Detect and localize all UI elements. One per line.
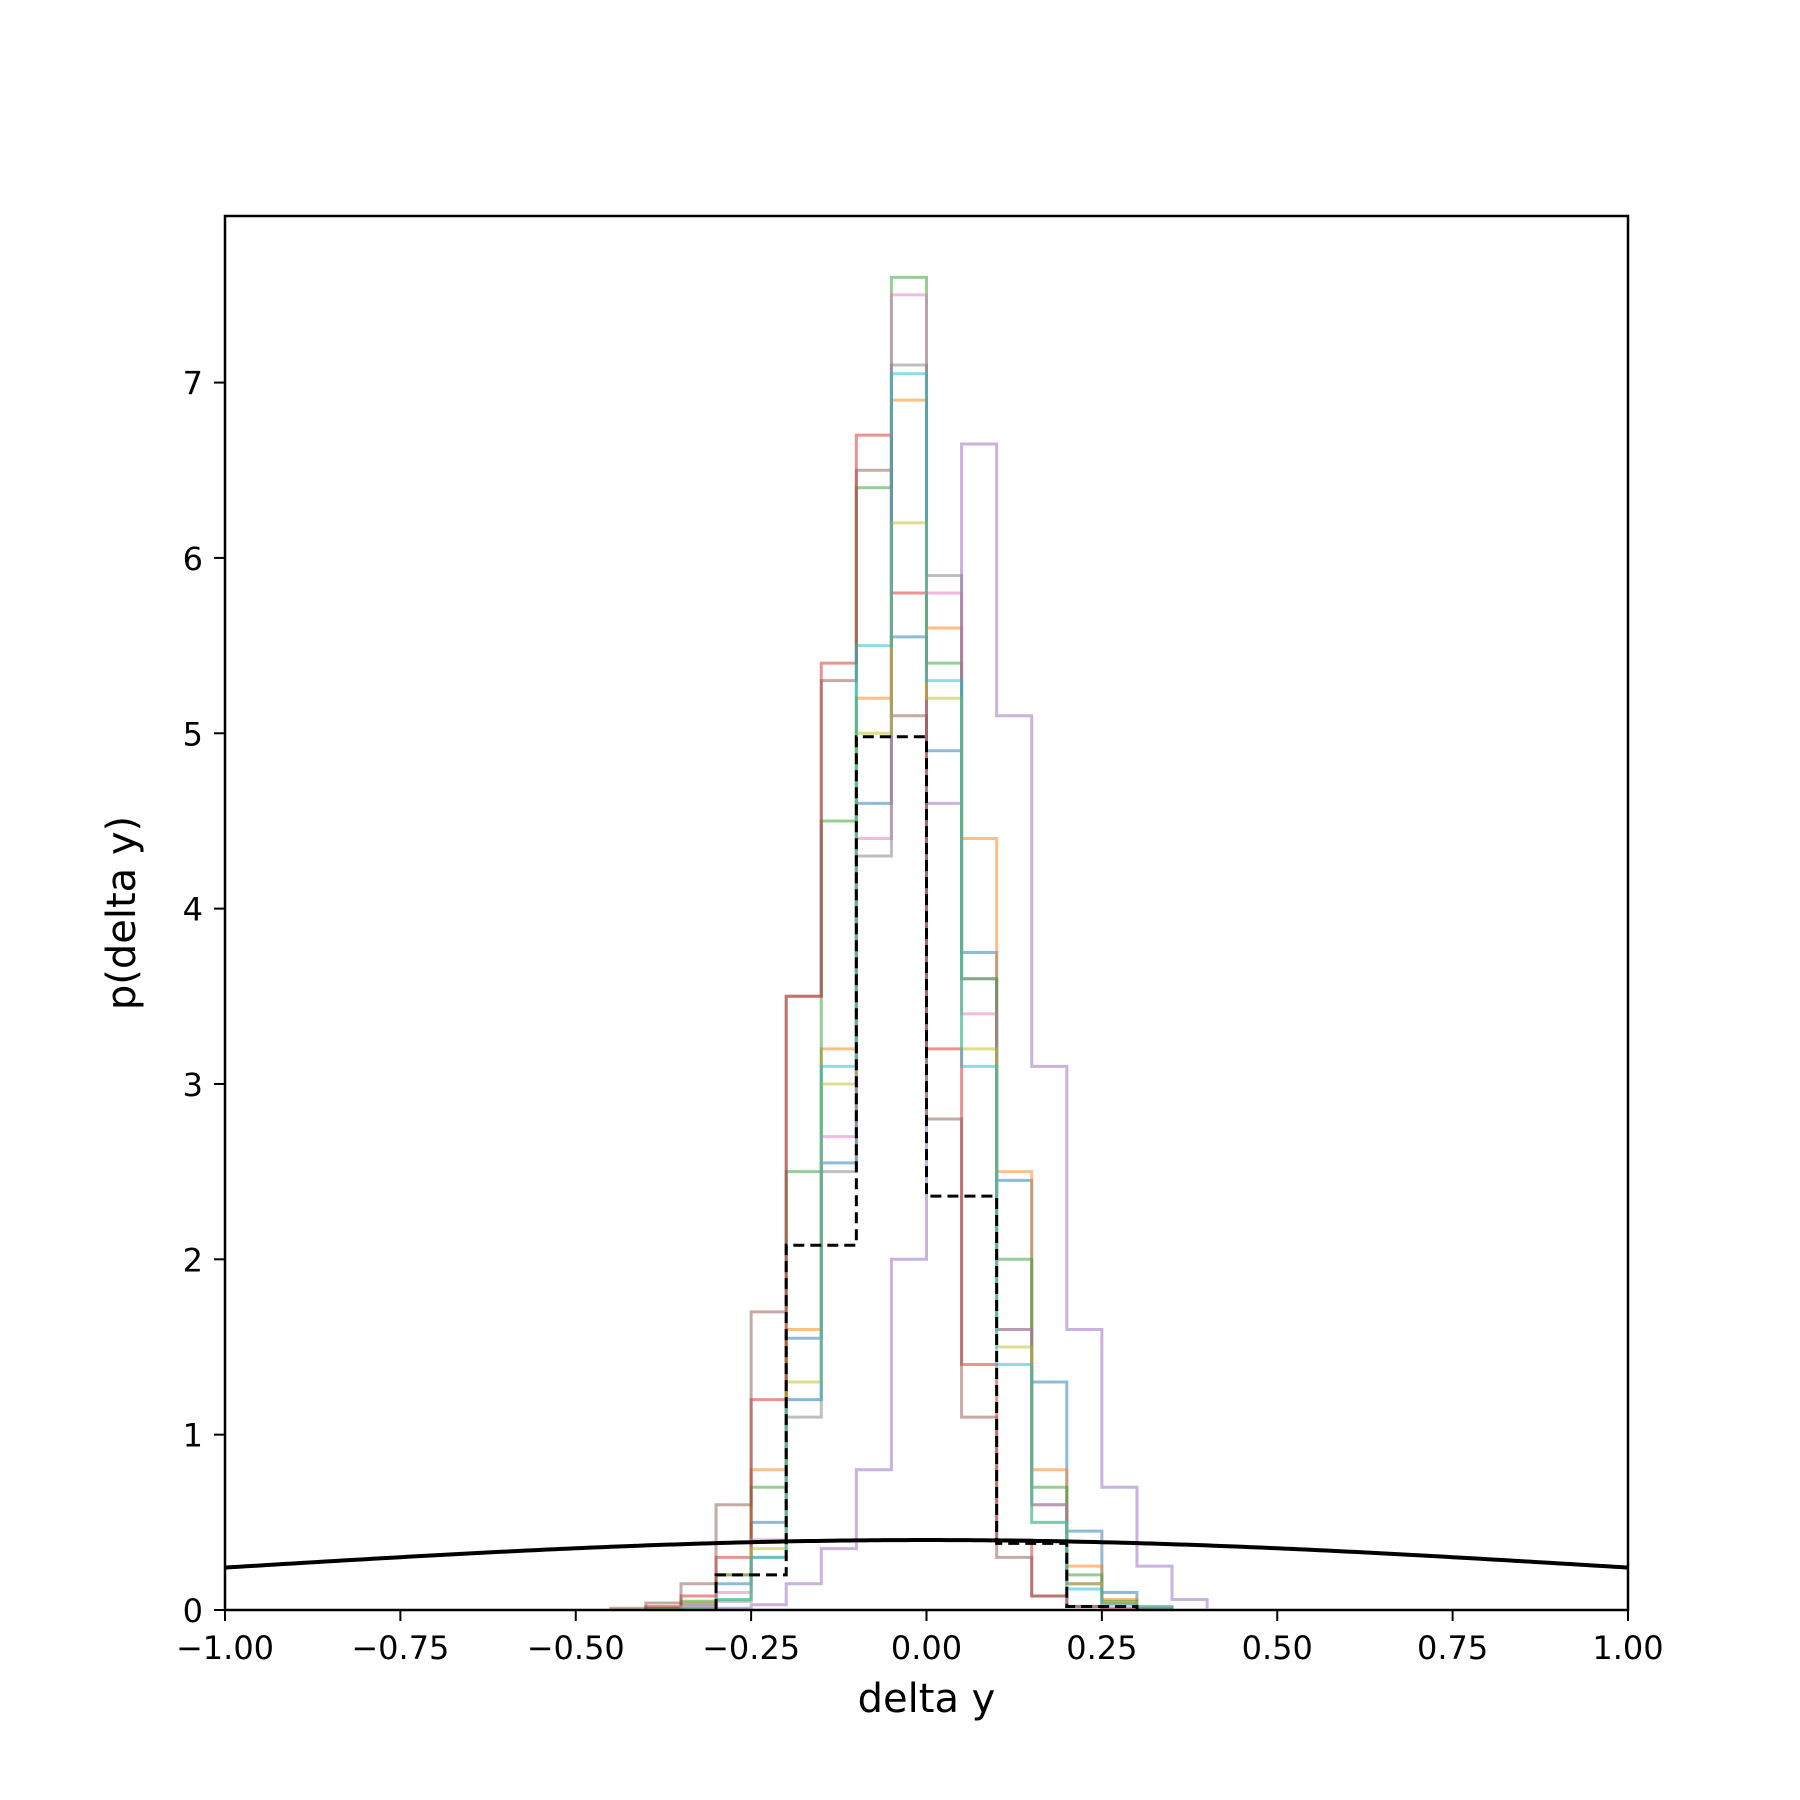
x-tick-label: 0.00 [891,1629,962,1667]
reference-layer [714,735,1139,1610]
x-axis: −1.00 −0.75 −0.50 −0.25 0.00 0.25 0.50 0.75 1.00 [176,1610,1664,1667]
x-tick-label: −1.00 [176,1629,274,1667]
x-tick-label: −0.75 [351,1629,449,1667]
x-tick-label: −0.25 [702,1629,800,1667]
x-axis-label: delta y [858,1676,996,1722]
x-tick-label: 0.50 [1242,1629,1313,1667]
y-axis: 0 1 2 3 4 5 6 7 [183,365,225,1630]
histogram-series-6 [609,468,1104,1610]
y-tick-label: 3 [183,1066,203,1104]
curve-layer [225,1538,1628,1570]
y-tick-label: 7 [183,365,203,403]
histogram-series-1 [644,635,1174,1610]
x-tick-label: 0.75 [1417,1629,1488,1667]
reference-histogram [714,735,1139,1610]
x-tick-label: 0.25 [1066,1629,1137,1667]
y-tick-label: 4 [183,891,203,929]
y-tick-label: 6 [183,540,203,578]
y-tick-label: 0 [183,1592,203,1630]
y-tick-label: 1 [183,1417,203,1455]
y-axis-label: p(delta y) [99,816,145,1010]
histogram-series-10 [679,372,1174,1610]
x-tick-label: 1.00 [1592,1629,1663,1667]
prior-curve [225,1538,1628,1570]
y-tick-label: 5 [183,715,203,753]
x-tick-label: −0.50 [527,1629,625,1667]
y-tick-label: 2 [183,1241,203,1279]
plot-area [225,275,1628,1610]
